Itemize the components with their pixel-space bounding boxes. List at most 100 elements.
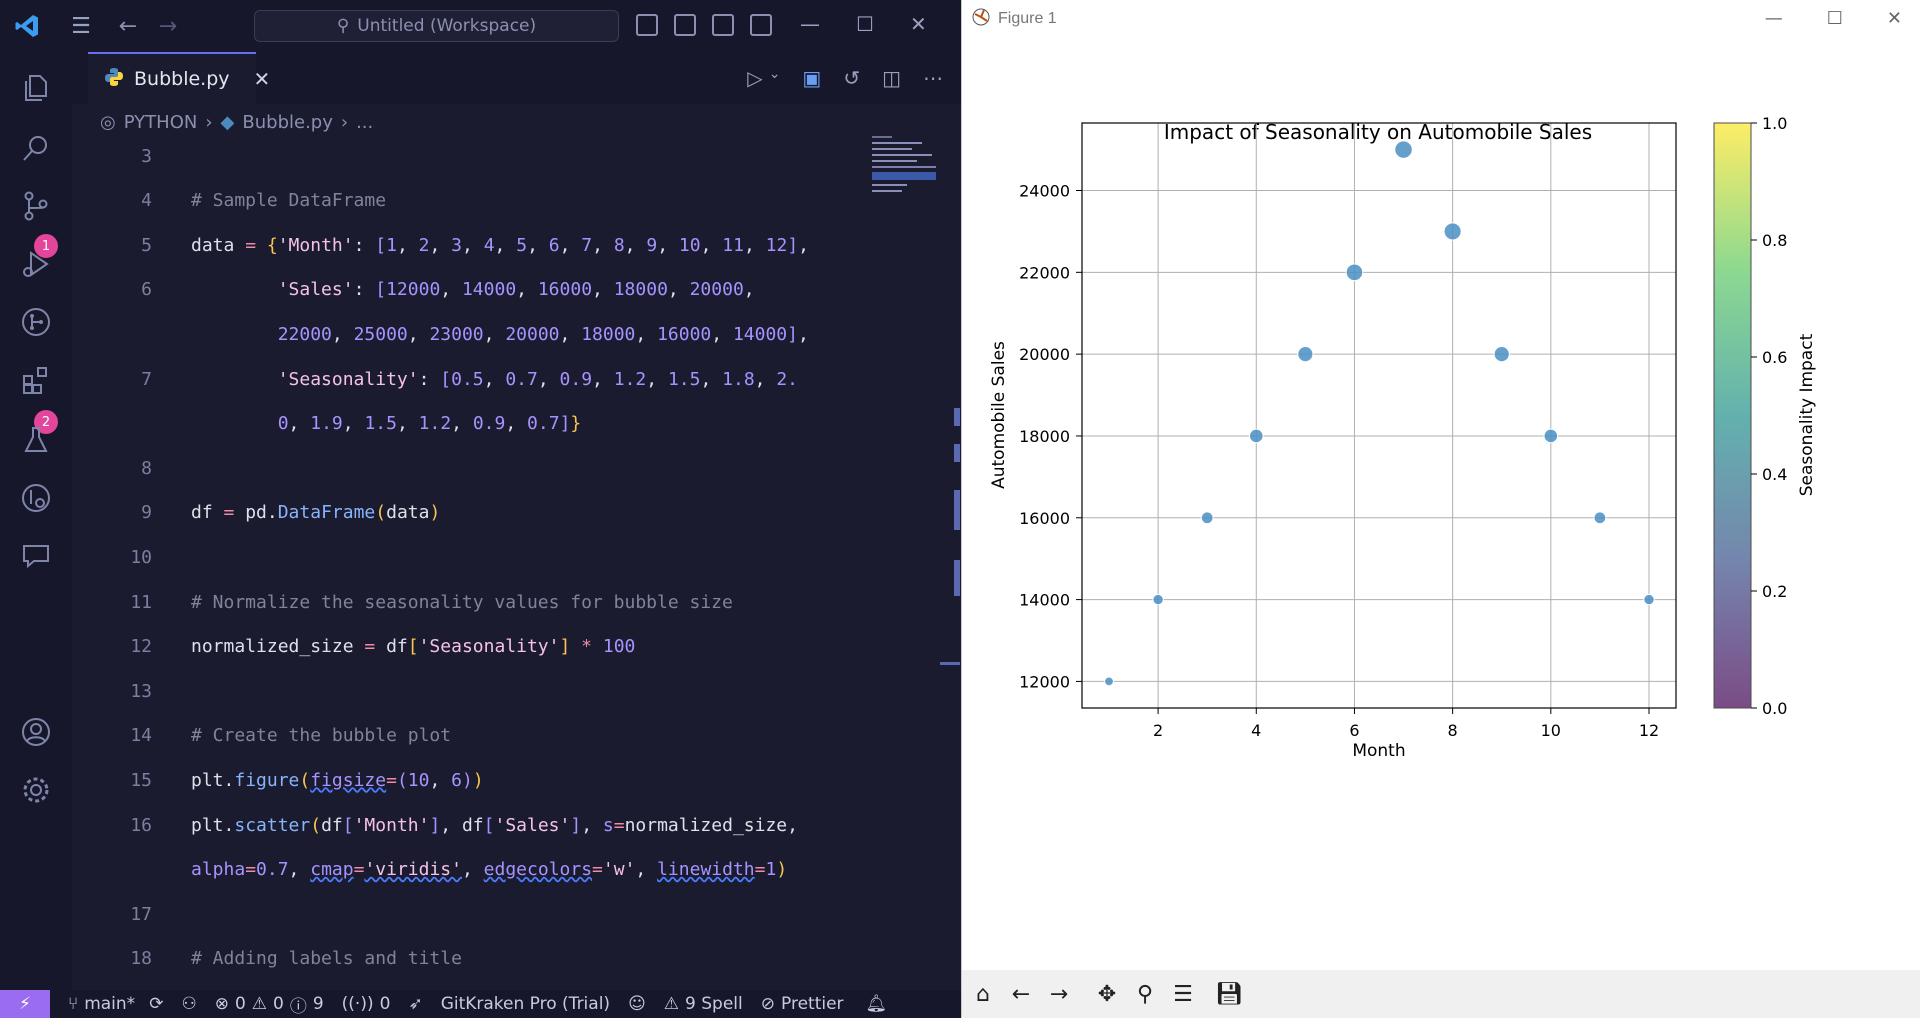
- line-number: 16: [130, 814, 152, 836]
- code-text: # Normalize the seasonality values for b…: [191, 591, 733, 613]
- menu-icon[interactable]: ☰: [71, 13, 91, 39]
- toggle-panel-icon[interactable]: [674, 14, 696, 36]
- comments-icon[interactable]: [16, 536, 56, 576]
- customize-layout-icon[interactable]: [750, 14, 772, 36]
- launchpad-icon[interactable]: ➶: [408, 994, 423, 1014]
- run-dropdown-icon[interactable]: ⌄: [768, 66, 781, 82]
- run-debug-icon[interactable]: [16, 244, 56, 284]
- code-line[interactable]: 0, 1.9, 1.5, 1.2, 0.9, 0.7]}: [72, 402, 942, 446]
- code-line[interactable]: 12 normalized_size = df['Seasonality'] * …: [72, 625, 942, 669]
- bubble-chart[interactable]: Impact of Seasonality on Automobile Sale…: [962, 38, 1920, 970]
- code-line[interactable]: 7 'Seasonality': [0.5, 0.7, 0.9, 1.2, 1.…: [72, 357, 942, 401]
- code-line[interactable]: 3: [72, 134, 942, 178]
- toggle-primary-sidebar-icon[interactable]: [636, 14, 658, 36]
- code-line[interactable]: 16 plt.scatter(df['Month'], df['Sales'], …: [72, 803, 942, 847]
- save-figure-icon[interactable]: 💾︎: [1215, 981, 1243, 1007]
- back-arrow-icon[interactable]: ←: [1011, 981, 1031, 1007]
- breadcrumb-folder[interactable]: PYTHON: [123, 111, 198, 133]
- code-line[interactable]: 22000, 25000, 23000, 20000, 18000, 16000…: [72, 312, 942, 356]
- close-window-icon[interactable]: ✕: [909, 12, 927, 36]
- remote-indicator-icon[interactable]: ⚡: [0, 990, 50, 1018]
- zoom-icon[interactable]: ⚲: [1136, 981, 1154, 1007]
- search-view-icon[interactable]: [16, 128, 56, 168]
- home-icon[interactable]: ⌂: [976, 981, 990, 1007]
- code-text: alpha=0.7, cmap='viridis', edgecolors='w…: [191, 859, 788, 881]
- maximize-icon[interactable]: ☐: [856, 12, 874, 36]
- y-tick-label: 14000: [1019, 591, 1070, 610]
- tab-bubble-py[interactable]: Bubble.py ✕: [88, 52, 270, 104]
- command-center-search[interactable]: ⚲ Untitled (Workspace): [254, 10, 619, 42]
- minimap[interactable]: [872, 136, 944, 206]
- code-line[interactable]: 10: [72, 535, 942, 579]
- plot-frame: [1081, 122, 1677, 709]
- split-editor-icon[interactable]: ◫: [882, 66, 901, 90]
- data-point: [1152, 593, 1164, 606]
- ports-count: 0: [379, 994, 391, 1014]
- code-line[interactable]: 8: [72, 446, 942, 490]
- matplotlib-logo-icon: [972, 8, 990, 31]
- pan-icon[interactable]: ✥: [1097, 981, 1117, 1007]
- code-line[interactable]: 17: [72, 892, 942, 936]
- breadcrumb-file[interactable]: Bubble.py: [242, 111, 333, 133]
- status-bar: ⚡ ⑂ main* ⟳ ⚇ ⊗ 0 ⚠ 0 ⓘ 9 ((·)) 0 ➶ GitK…: [0, 990, 961, 1018]
- gitlens-icon[interactable]: [16, 302, 56, 342]
- code-line[interactable]: 15 plt.figure(figsize=(10, 6)): [72, 758, 942, 802]
- branch-name: main*: [84, 994, 136, 1014]
- gitkraken-status[interactable]: GitKraken Pro (Trial): [440, 994, 611, 1014]
- forward-arrow-icon[interactable]: →: [1049, 981, 1069, 1007]
- error-icon: ⊗: [214, 994, 229, 1014]
- code-line[interactable]: 6 'Sales': [12000, 14000, 16000, 18000, …: [72, 268, 942, 312]
- minimize-icon[interactable]: —: [800, 12, 820, 36]
- prettier-icon: ⊘: [760, 994, 776, 1014]
- code-line[interactable]: 14 # Create the bubble plot: [72, 714, 942, 758]
- testing-icon[interactable]: [16, 420, 56, 460]
- tab-label: Bubble.py: [134, 68, 230, 90]
- code-editor[interactable]: 3 4 # Sample DataFrame 5 data = {'Month': [1…: [72, 140, 961, 990]
- more-actions-icon[interactable]: ⋯: [923, 66, 943, 90]
- prettier-indicator[interactable]: ⊘ Prettier: [761, 994, 844, 1014]
- code-line[interactable]: alpha=0.7, cmap='viridis', edgecolors='w…: [72, 848, 942, 892]
- configure-subplots-icon[interactable]: ☰: [1173, 981, 1193, 1007]
- remote-explorer-icon[interactable]: [16, 478, 56, 518]
- toggle-secondary-sidebar-icon[interactable]: [712, 14, 734, 36]
- line-number: 4: [141, 190, 152, 212]
- branch-indicator[interactable]: ⑂ main* ⟳: [68, 994, 163, 1014]
- run-interactive-icon[interactable]: ▣: [802, 66, 822, 90]
- close-tab-icon[interactable]: ✕: [253, 67, 271, 91]
- code-line[interactable]: 5 data = {'Month': [1, 2, 3, 4, 5, 6, 7, …: [72, 223, 942, 267]
- gitlens-status-icon[interactable]: ⚇: [181, 994, 197, 1014]
- extensions-icon[interactable]: [16, 360, 56, 400]
- figure-close-icon[interactable]: ✕: [1886, 8, 1902, 29]
- code-line[interactable]: 11 # Normalize the seasonality values for…: [72, 580, 942, 624]
- code-text: 0, 1.9, 1.5, 1.2, 0.9, 0.7]}: [277, 413, 582, 435]
- code-line[interactable]: 13: [72, 669, 942, 713]
- figure-maximize-icon[interactable]: ☐: [1826, 8, 1843, 29]
- timeline-icon[interactable]: ↺: [843, 66, 861, 90]
- source-control-icon[interactable]: [16, 186, 56, 226]
- data-point: [1297, 346, 1314, 363]
- run-file-icon[interactable]: ▷: [747, 66, 763, 90]
- explorer-icon[interactable]: [16, 68, 56, 108]
- problems-indicator[interactable]: ⊗ 0 ⚠ 0 ⓘ 9: [215, 992, 324, 1017]
- figure-minimize-icon[interactable]: —: [1764, 8, 1783, 29]
- ports-indicator[interactable]: ((·)) 0: [342, 994, 391, 1014]
- vscode-logo-icon[interactable]: [0, 0, 54, 52]
- notifications-bell-icon[interactable]: 🔔︎: [865, 994, 888, 1014]
- figure-window: Figure 1 — ☐ ✕ Impact of Seasonality on …: [961, 0, 1920, 1018]
- code-text: data = {'Month': [1, 2, 3, 4, 5, 6, 7, 8…: [191, 234, 810, 256]
- spell-indicator[interactable]: ⚠ 9 Spell: [664, 994, 743, 1014]
- breadcrumb-symbols[interactable]: ...: [356, 111, 374, 133]
- code-line[interactable]: 9 df = pd.DataFrame(data): [72, 491, 942, 535]
- code-text: plt.figure(figsize=(10, 6)): [191, 769, 484, 791]
- code-line[interactable]: 18 # Adding labels and title: [72, 937, 942, 981]
- breadcrumb-separator: ›: [340, 111, 349, 133]
- source-control-badge: 1: [34, 234, 58, 258]
- settings-gear-icon[interactable]: [16, 770, 56, 810]
- x-tick-label: 10: [1541, 721, 1561, 740]
- accounts-icon[interactable]: [16, 712, 56, 752]
- sync-icon[interactable]: ⟳: [149, 994, 164, 1014]
- back-icon[interactable]: ←: [118, 13, 138, 39]
- info-count: 9: [312, 994, 324, 1014]
- copilot-icon[interactable]: ☺: [628, 994, 646, 1014]
- code-line[interactable]: 4 # Sample DataFrame: [72, 179, 942, 223]
